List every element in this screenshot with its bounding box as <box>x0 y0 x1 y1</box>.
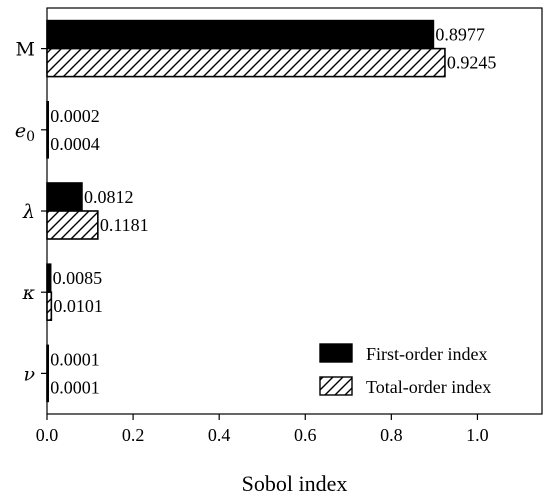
x-tick-label: 1.0 <box>466 425 489 445</box>
data-label: 0.0001 <box>50 377 99 397</box>
x-tick-label: 0.2 <box>122 425 145 445</box>
bar-first-order <box>46 101 50 131</box>
legend-label-first-order: First-order index <box>366 344 487 364</box>
legend-swatch-first-order <box>319 343 353 363</box>
bar-first-order <box>46 182 83 212</box>
x-tick-label: 0.8 <box>380 425 403 445</box>
bar-first-order <box>46 19 435 50</box>
data-label: 0.0001 <box>50 349 99 369</box>
data-label: 0.9245 <box>447 53 497 73</box>
bar-total-order <box>46 210 99 240</box>
category-label: ν <box>23 363 35 385</box>
bar-total-order <box>46 372 50 403</box>
data-label: 0.0101 <box>53 296 103 316</box>
bar-total-order <box>46 47 446 78</box>
data-label: 0.0085 <box>53 268 102 288</box>
category-label: κ <box>22 282 36 304</box>
legend-swatch-total-order <box>319 376 353 396</box>
data-label: 0.0004 <box>50 134 99 154</box>
x-axis-title: Sobol index <box>242 471 348 496</box>
x-tick-label: 0.4 <box>208 425 231 445</box>
category-label: e0 <box>15 120 35 145</box>
bar-total-order <box>46 291 53 322</box>
bar-first-order <box>46 263 52 294</box>
category-label: λ <box>22 201 35 223</box>
legend-label-total-order: Total-order index <box>366 377 491 397</box>
x-tick-label: 0.0 <box>36 425 59 445</box>
bar-total-order <box>46 129 50 159</box>
plot-area: 0.0 0.2 0.4 0.6 0.8 1.0 M 0.8977 0.9245 e0 0.0002 0… <box>15 7 543 445</box>
category-label: M <box>16 39 35 61</box>
data-label: 0.0812 <box>84 187 133 207</box>
bar-first-order <box>46 344 50 375</box>
x-tick-label: 0.6 <box>294 425 317 445</box>
data-label: 0.0002 <box>50 106 99 126</box>
data-label: 0.1181 <box>100 215 149 235</box>
data-label: 0.8977 <box>435 25 485 45</box>
legend: First-order index Total-order index <box>319 343 491 397</box>
